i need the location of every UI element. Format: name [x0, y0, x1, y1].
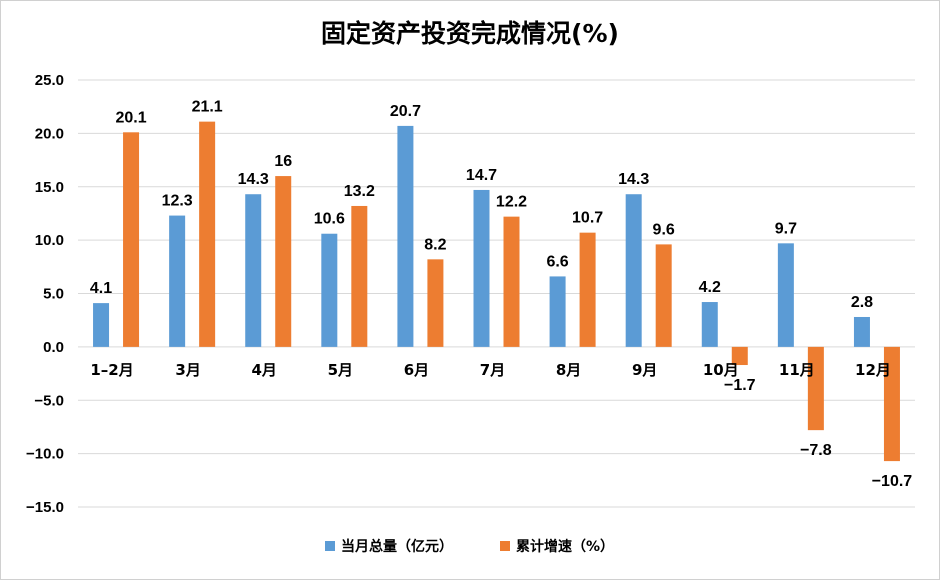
data-label: 4.1	[90, 280, 112, 297]
bar-series-1	[397, 125, 414, 347]
bar-series-1	[169, 215, 186, 347]
bar-series-2	[731, 346, 748, 366]
data-label: −7.8	[800, 442, 832, 459]
bar-series-2	[579, 232, 596, 347]
data-label: 9.7	[775, 220, 797, 237]
data-label: 9.6	[653, 221, 675, 238]
x-tick-label: 7月	[480, 361, 505, 379]
data-label: 16	[274, 153, 292, 170]
y-tick-label: 25.0	[35, 72, 64, 89]
bars	[93, 121, 900, 462]
bar-series-1	[777, 243, 794, 347]
bar-series-2	[807, 346, 824, 431]
bar-series-2	[351, 205, 368, 347]
bar-series-1	[625, 194, 642, 347]
data-label: 14.3	[238, 171, 269, 188]
data-label: 20.7	[390, 103, 421, 120]
legend: 当月总量（亿元） 累计增速（%）	[325, 538, 614, 555]
bar-series-1	[245, 194, 262, 347]
bar-series-2	[427, 259, 444, 347]
x-tick-label: 6月	[404, 361, 429, 379]
data-label: 12.2	[496, 194, 527, 211]
data-label: 21.1	[192, 99, 223, 116]
chart-title: 固定资产投资完成情况(%)	[321, 19, 619, 48]
y-tick-label: 15.0	[35, 179, 64, 196]
x-tick-label: 11月	[779, 361, 815, 379]
bar-series-1	[549, 276, 566, 347]
data-label: 10.6	[314, 211, 345, 228]
x-tick-label: 12月	[855, 361, 891, 379]
bar-series-2	[199, 121, 216, 347]
x-axis: 1–2月 3月 4月 5月 6月 7月 8月 9月 10月 11月 12月	[90, 361, 891, 379]
gridlines	[78, 79, 915, 508]
data-label: −10.7	[872, 473, 913, 490]
data-label: 13.2	[344, 183, 375, 200]
bar-series-2	[123, 132, 140, 347]
bar-series-2	[883, 346, 900, 462]
x-tick-label: 8月	[556, 361, 581, 379]
bar-series-1	[93, 303, 110, 347]
data-label: 20.1	[115, 109, 146, 126]
y-tick-label: 20.0	[35, 125, 64, 142]
legend-label-series-1: 当月总量（亿元）	[341, 538, 453, 555]
y-tick-label: 5.0	[43, 286, 64, 303]
x-tick-label: 5月	[328, 361, 353, 379]
data-label: 10.7	[572, 210, 603, 227]
bar-series-1	[701, 302, 718, 347]
bar-series-1	[853, 316, 870, 347]
data-label: 4.2	[699, 279, 721, 296]
bar-series-2	[503, 216, 520, 347]
y-tick-label: −15.0	[26, 499, 64, 516]
y-axis: 25.0 20.0 15.0 10.0 5.0 0.0 −5.0 −10.0 −15.0	[26, 72, 64, 516]
data-label: 8.2	[424, 236, 446, 253]
legend-swatch-series-1	[325, 541, 335, 551]
x-tick-label: 3月	[175, 361, 200, 379]
data-label: 14.3	[618, 171, 649, 188]
bar-series-2	[655, 244, 672, 347]
y-tick-label: 10.0	[35, 232, 64, 249]
data-label: 2.8	[851, 294, 873, 311]
x-tick-label: 1–2月	[90, 361, 133, 379]
y-tick-label: −10.0	[26, 446, 64, 463]
data-label: 12.3	[162, 193, 193, 210]
data-label: −1.7	[724, 377, 756, 394]
data-labels: 4.1 20.1 12.3 21.1 14.3 16 10.6 13.2 20.7 8.2 14.7…	[90, 99, 912, 490]
y-tick-label: −5.0	[34, 392, 64, 409]
x-tick-label: 4月	[252, 361, 277, 379]
data-label: 6.6	[546, 253, 568, 270]
y-tick-label: 0.0	[43, 339, 64, 356]
x-tick-label: 10月	[703, 361, 739, 379]
bar-series-1	[321, 233, 338, 347]
bar-series-1	[473, 189, 490, 347]
legend-swatch-series-2	[500, 541, 510, 551]
bar-series-2	[275, 176, 292, 347]
data-label: 14.7	[466, 167, 497, 184]
x-tick-label: 9月	[632, 361, 657, 379]
legend-label-series-2: 累计增速（%）	[516, 538, 614, 555]
